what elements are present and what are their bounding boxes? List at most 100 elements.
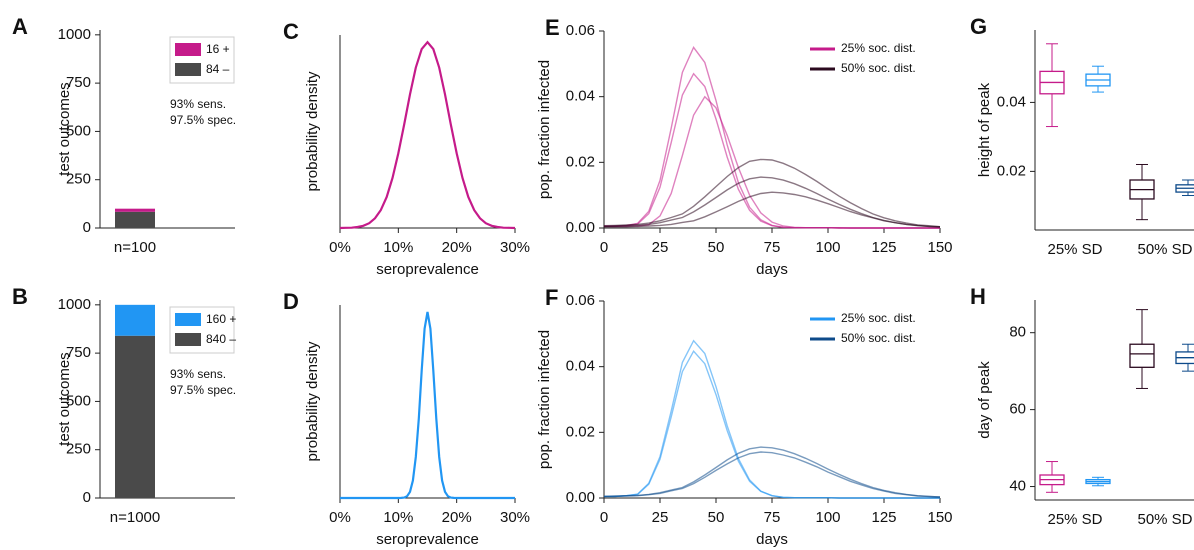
x-axis-label: days [756,531,788,548]
x-tick-label: 75 [764,509,781,526]
box [1129,343,1155,368]
legend-label: 840 – [206,332,236,346]
y-tick-label: 250 [66,171,91,188]
y-axis-label: test outcomes [56,352,73,445]
x-axis-label: seroprevalence [376,531,479,548]
y-tick-label: 60 [1009,401,1026,418]
legend-label: 25% soc. dist. [841,311,916,325]
y-tick-label: 0.02 [997,162,1026,179]
y-tick-label: 1000 [58,26,91,43]
x-tick-label: 25% SD [1047,241,1102,258]
trajectory [604,72,940,229]
y-axis-label: pop. fraction infected [536,330,553,469]
panel-letter: B [12,284,28,309]
x-tick-label: 50 [708,509,725,526]
y-tick-label: 0.00 [566,489,595,506]
panel-letter: G [970,14,987,39]
annotation: 97.5% spec. [170,383,236,397]
x-tick-label: 0% [329,239,351,256]
x-tick-label: 10% [383,509,413,526]
x-tick-label: 0 [600,239,608,256]
x-tick-label: 25 [652,509,669,526]
x-tick-label: n=1000 [110,509,160,526]
legend-swatch [175,63,201,76]
y-tick-label: 0 [83,219,91,236]
x-tick-label: 75 [764,239,781,256]
trajectory [604,95,940,229]
y-tick-label: 500 [66,122,91,139]
x-tick-label: n=100 [114,239,156,256]
y-axis-label: day of peak [976,361,993,439]
x-tick-label: 0 [600,509,608,526]
y-axis-label: height of peak [976,82,993,177]
annotation: 93% sens. [170,97,226,111]
x-tick-label: 30% [500,239,530,256]
density-line [339,40,516,230]
x-tick-label: 125 [871,239,896,256]
legend-label: 50% soc. dist. [841,61,916,75]
panel-letter: C [283,19,299,44]
y-tick-label: 0.04 [566,358,595,375]
panel-letter: D [283,289,299,314]
legend-swatch [175,333,201,346]
x-tick-label: 50 [708,239,725,256]
panel-letter: E [545,15,560,40]
annotation: 97.5% spec. [170,113,236,127]
panel-letter: A [12,14,28,39]
trajectory [604,339,940,499]
y-axis-label: probability density [304,341,321,462]
x-tick-label: 20% [442,239,472,256]
y-tick-label: 0.06 [566,292,595,309]
bar-segment [115,211,155,228]
y-tick-label: 0.04 [997,93,1026,110]
x-axis-label: seroprevalence [376,261,479,278]
x-tick-label: 10% [383,239,413,256]
y-axis-label: probability density [304,71,321,192]
y-axis-label: pop. fraction infected [536,60,553,199]
legend-swatch [175,313,201,326]
x-tick-label: 50% SD [1137,511,1192,528]
x-tick-label: 150 [927,239,952,256]
trajectory [604,191,941,228]
x-tick-label: 0% [329,509,351,526]
trajectory [604,349,940,499]
legend-label: 84 – [206,62,230,76]
legend-label: 160 + [206,312,236,326]
trajectory [604,451,941,498]
x-tick-label: 125 [871,509,896,526]
y-tick-label: 80 [1009,324,1026,341]
bar-segment [115,335,155,498]
y-tick-label: 40 [1009,478,1026,495]
y-tick-label: 750 [66,344,91,361]
panel-letter: H [970,284,986,309]
bar-segment [115,304,155,336]
x-tick-label: 25 [652,239,669,256]
legend-label: 25% soc. dist. [841,41,916,55]
annotation: 93% sens. [170,367,226,381]
panel-letter: F [545,285,558,310]
legend-label: 16 + [206,42,230,56]
y-tick-label: 0.02 [566,423,595,440]
x-tick-label: 20% [442,509,472,526]
x-axis-label: days [756,261,788,278]
x-tick-label: 50% SD [1137,241,1192,258]
y-tick-label: 1000 [58,296,91,313]
x-tick-label: 30% [500,509,530,526]
trajectory [603,158,941,228]
y-tick-label: 500 [66,392,91,409]
x-tick-label: 100 [815,239,840,256]
legend-swatch [175,43,201,56]
bar-segment [115,208,155,212]
y-tick-label: 250 [66,441,91,458]
y-tick-label: 0.00 [566,219,595,236]
y-tick-label: 0.02 [566,153,595,170]
x-tick-label: 25% SD [1047,511,1102,528]
y-tick-label: 0.04 [566,88,595,105]
y-axis-label: test outcomes [56,82,73,175]
y-tick-label: 750 [66,74,91,91]
x-tick-label: 150 [927,509,952,526]
y-tick-label: 0 [83,489,91,506]
x-tick-label: 100 [815,509,840,526]
